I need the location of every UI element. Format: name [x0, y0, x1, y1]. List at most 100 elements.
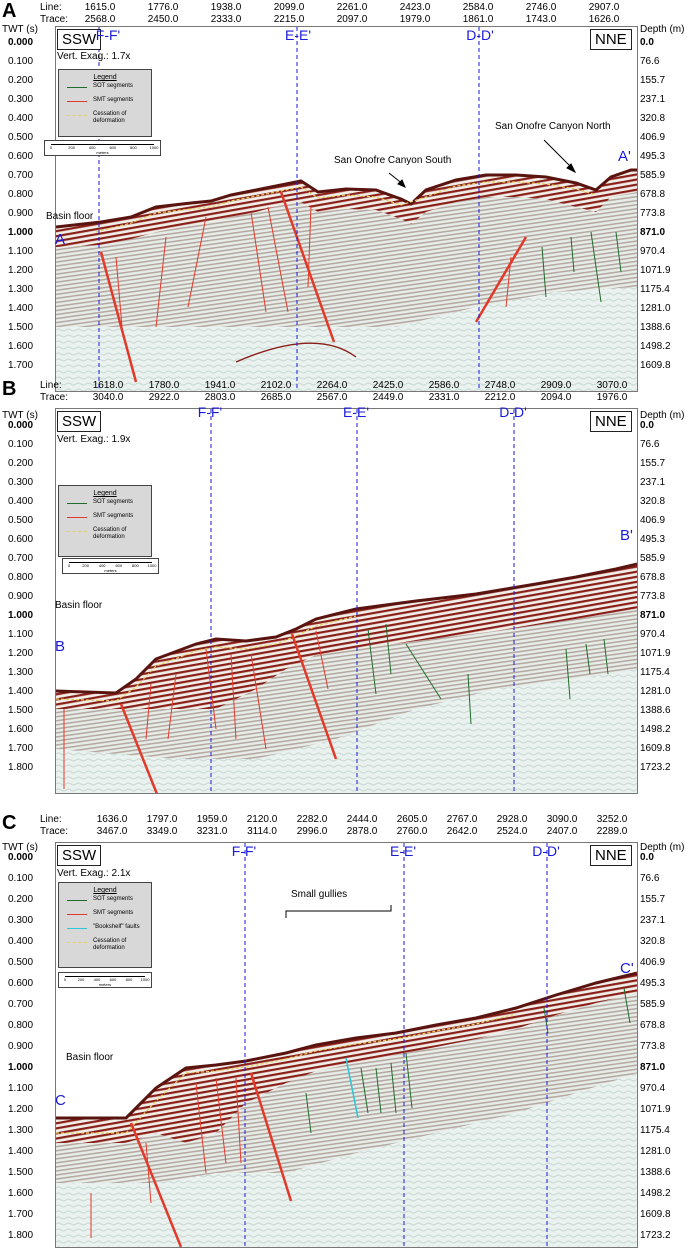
depth-tick: 970.4 [640, 1083, 666, 1094]
annotation-small-gullies: Small gullies [291, 889, 348, 900]
cessation-horizon [95, 181, 597, 233]
depth-axis-title: Depth (m) [640, 842, 685, 853]
seafloor-line [56, 562, 637, 695]
depth-tick: 1388.6 [640, 1167, 671, 1178]
scale-tick: 0 [49, 145, 53, 150]
depth-tick: 406.9 [640, 957, 666, 968]
trace-number: 1861.0 [462, 14, 494, 25]
xsection-label-ff: F-F' [95, 27, 121, 43]
scale-tick: 0 [63, 977, 67, 982]
profile-start-label: B [55, 638, 66, 655]
line-number: 1797.0 [146, 814, 178, 825]
nne-direction: NNE [590, 411, 632, 432]
scale-tick: 800 [130, 145, 137, 150]
line-number: 2102.0 [260, 380, 292, 391]
scale-tick: 600 [115, 563, 123, 568]
twt-tick: 1.800 [8, 762, 34, 773]
xsection-lines [98, 27, 480, 391]
depth-tick: 585.9 [640, 170, 666, 181]
legend-item-sot: SOT segments [59, 896, 151, 908]
twt-tick: 0.300 [8, 915, 34, 926]
legend-item-cessation: Cessation of deformation [59, 938, 151, 951]
trace-number: 3040.0 [92, 392, 124, 403]
depth-tick: 495.3 [640, 978, 666, 989]
trace-number: 2097.0 [336, 14, 368, 25]
depth-tick: 871.0 [640, 1062, 666, 1073]
legend-item-cessation: Cessation of deformation [59, 111, 151, 124]
twt-tick: 1.700 [8, 743, 34, 754]
depth-tick: 76.6 [640, 56, 660, 67]
twt-tick: 0.400 [8, 936, 34, 947]
sot-faults [541, 231, 622, 303]
depth-tick: 1175.4 [640, 284, 670, 295]
seismic-image [56, 409, 637, 793]
gully-bracket [285, 905, 392, 918]
line-number: 1776.0 [147, 2, 179, 13]
twt-tick: 1.800 [8, 1230, 34, 1241]
twt-tick: 0.200 [8, 458, 34, 469]
twt-axis-title: TWT (s) [2, 410, 38, 421]
twt-tick: 1.000 [8, 610, 34, 621]
legend-item-bookshelf: "Bookshelf" faults [59, 924, 151, 936]
legend-item-smt: SMT segments [59, 910, 151, 922]
panel-b: B Line: Trace: 1618.0 1780.0 1941.0 2102… [0, 378, 699, 796]
twt-tick: 1.300 [8, 667, 34, 678]
twt-tick: 1.600 [8, 341, 34, 352]
trace-number: 2760.0 [396, 826, 428, 837]
scale-tick: 200 [68, 145, 75, 150]
line-label: Line: [40, 380, 62, 391]
trace-number: 2212.0 [484, 392, 516, 403]
trace-number: 3231.0 [196, 826, 228, 837]
seismic-section [55, 408, 638, 794]
legend-item-smt: SMT segments [59, 97, 151, 109]
legend-title: Legend [93, 74, 117, 81]
depth-tick: 585.9 [640, 999, 666, 1010]
scale-tick: 1000 [147, 563, 157, 568]
trace-number: 1626.0 [588, 14, 620, 25]
twt-tick: 0.800 [8, 572, 34, 583]
xsection-label-ee: E-E' [284, 27, 312, 43]
line-number: 2584.0 [462, 2, 494, 13]
twt-tick: 0.300 [8, 94, 34, 105]
line-number: 2928.0 [496, 814, 528, 825]
depth-tick: 1071.9 [640, 1104, 671, 1115]
basin-floor-label: Basin floor [55, 600, 103, 611]
twt-tick: 0.600 [8, 978, 34, 989]
line-number: 1780.0 [148, 380, 180, 391]
twt-tick: 1.100 [8, 1083, 34, 1094]
cessation-horizon [56, 1013, 517, 1134]
depth-tick: 495.3 [640, 534, 666, 545]
depth-tick: 1281.0 [640, 303, 671, 314]
annotation-arrows [388, 139, 577, 188]
panel-a: A Line: Trace: 1615.0 1776.0 1938.0 2099… [0, 0, 699, 402]
depth-tick: 0.0 [640, 852, 654, 863]
twt-axis-title: TWT (s) [2, 24, 38, 35]
trace-number: 2094.0 [540, 392, 572, 403]
trace-number: 2450.0 [147, 14, 179, 25]
depth-tick: 76.6 [640, 873, 660, 884]
scale-tick: 400 [93, 977, 101, 982]
xsection-lines [244, 843, 548, 1247]
depth-tick: 1498.2 [640, 341, 671, 352]
twt-tick: 0.600 [8, 151, 34, 162]
depth-tick: 970.4 [640, 629, 666, 640]
trace-number: 2685.0 [260, 392, 292, 403]
trace-number: 1743.0 [525, 14, 557, 25]
line-number: 2264.0 [316, 380, 348, 391]
scale-tick: 1000 [149, 145, 159, 150]
twt-tick: 1.700 [8, 360, 34, 371]
bookshelf-faults [345, 1057, 359, 1119]
depth-tick: 1071.9 [640, 265, 671, 276]
seafloor-line [56, 971, 637, 1120]
scale-bar: meters 0 200 400 600 800 1000 [62, 558, 159, 574]
twt-tick: 0.000 [8, 420, 34, 431]
trace-number: 2878.0 [346, 826, 378, 837]
twt-tick: 1.500 [8, 322, 34, 333]
twt-tick: 1.400 [8, 1146, 34, 1157]
trace-number: 2333.0 [210, 14, 242, 25]
vertical-exaggeration: Vert. Exag.: 2.1x [57, 868, 131, 879]
seismic-section [55, 842, 638, 1248]
trace-number: 2331.0 [428, 392, 460, 403]
depth-axis-title: Depth (m) [640, 24, 685, 35]
depth-tick: 1723.2 [640, 762, 671, 773]
